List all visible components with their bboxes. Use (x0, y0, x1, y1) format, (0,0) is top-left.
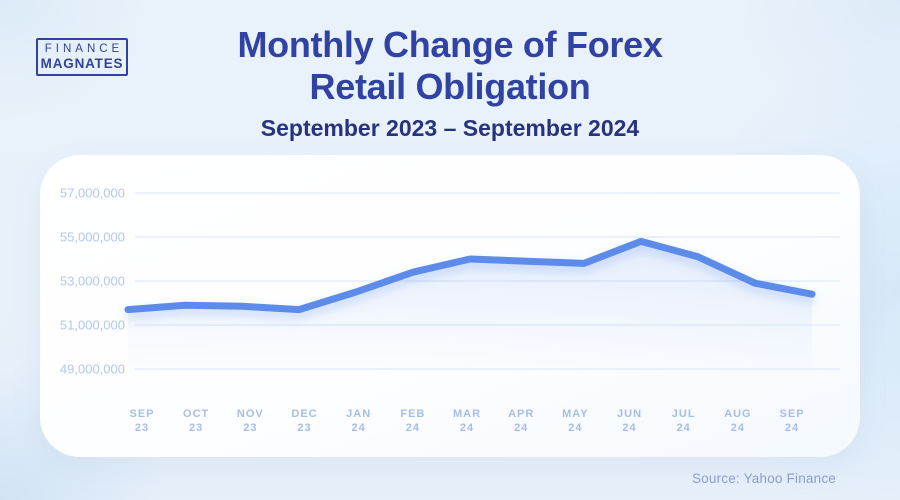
x-axis-tick-label: APR 24 (508, 408, 534, 434)
chart-card: 57,000,000 55,000,000 53,000,000 51,000,000… (40, 155, 860, 457)
page-title-line1: Monthly Change of Forex (237, 24, 663, 65)
x-axis-tick-label: NOV 23 (237, 408, 264, 434)
line-area-fill (128, 241, 812, 391)
y-axis-tick-label: 57,000,000 (60, 186, 125, 201)
x-axis-tick-label: MAR 24 (453, 408, 481, 434)
header: Monthly Change of Forex Retail Obligation… (0, 24, 900, 142)
x-axis-tick-label: JUL 24 (672, 408, 696, 434)
x-axis-tick-label: SEP 23 (129, 408, 154, 434)
logo-text-magnates: MAGNATES (40, 56, 124, 71)
source-credit: Source: Yahoo Finance (691, 471, 836, 486)
line-chart: 57,000,000 55,000,000 53,000,000 51,000,000… (60, 186, 840, 434)
data-line (124, 237, 816, 314)
x-axis-tick-label: SEP 24 (780, 408, 805, 434)
page-title-line2: Retail Obligation (309, 66, 591, 107)
x-axis-tick-label: MAY 24 (562, 408, 588, 434)
y-axis-tick-label: 49,000,000 (60, 362, 125, 377)
x-axis-tick-label: OCT 23 (183, 408, 209, 434)
x-axis-tick-label: DEC 23 (291, 408, 317, 434)
x-axis-tick-label: JUN 24 (617, 408, 642, 434)
y-axis-tick-label: 53,000,000 (60, 274, 125, 289)
y-axis-tick-label: 51,000,000 (60, 318, 125, 333)
y-axis-tick-label: 55,000,000 (60, 230, 125, 245)
finance-magnates-logo: FINANCE MAGNATES (36, 38, 128, 76)
page-title: Monthly Change of Forex Retail Obligation (0, 24, 900, 108)
logo-text-finance: FINANCE (44, 43, 124, 55)
x-axis-tick-label: AUG 24 (724, 408, 751, 434)
x-axis-tick-label: JAN 24 (346, 408, 371, 434)
page-subtitle: September 2023 – September 2024 (260, 115, 640, 141)
x-axis-tick-label: FEB 24 (400, 408, 425, 434)
